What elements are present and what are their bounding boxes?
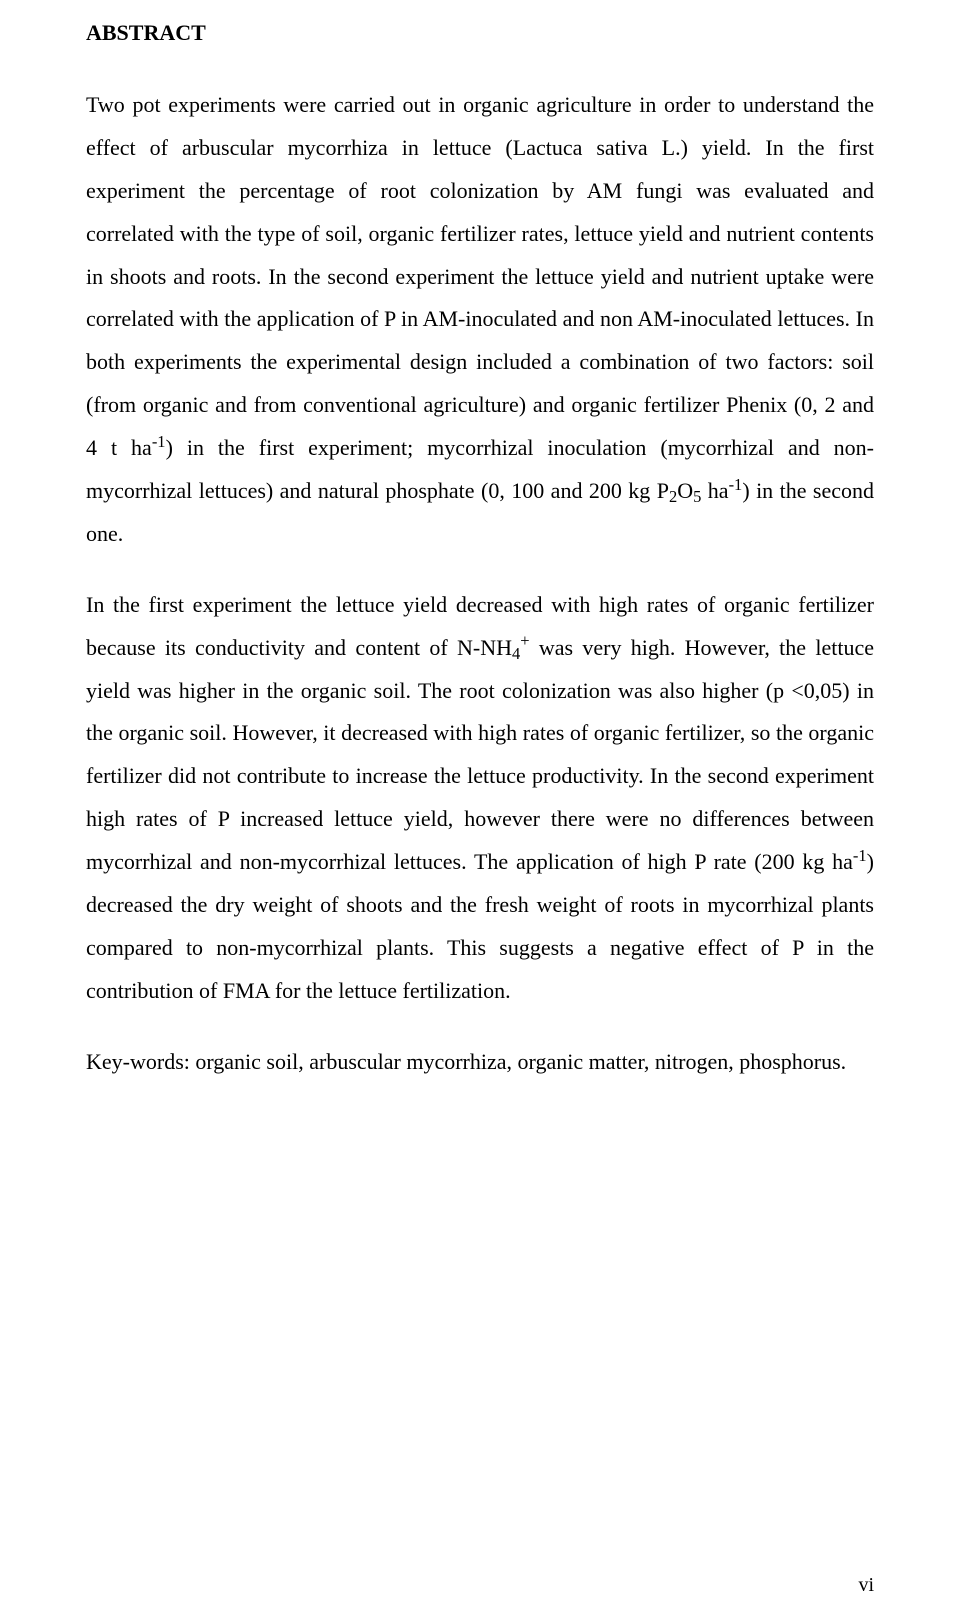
- abstract-paragraph-2: In the first experiment the lettuce yiel…: [86, 584, 874, 1013]
- sup-neg1-b: -1: [729, 475, 743, 494]
- p1-text-a: Two pot experiments were carried out in …: [86, 92, 874, 460]
- sub-5: 5: [693, 487, 701, 506]
- p1-text-d: ha: [701, 478, 728, 503]
- sub-2: 2: [669, 487, 677, 506]
- sup-neg1-a: -1: [152, 432, 166, 451]
- sup-plus: +: [520, 631, 529, 650]
- abstract-heading: ABSTRACT: [86, 20, 874, 46]
- keywords-line: Key-words: organic soil, arbuscular myco…: [86, 1041, 874, 1084]
- page-number: vi: [858, 1574, 874, 1597]
- p1-text-c: O: [677, 478, 693, 503]
- sub-4: 4: [512, 644, 520, 663]
- sup-neg1-c: -1: [853, 846, 867, 865]
- abstract-paragraph-1: Two pot experiments were carried out in …: [86, 84, 874, 556]
- p2-text-b: was very high. However, the lettuce yiel…: [86, 635, 874, 874]
